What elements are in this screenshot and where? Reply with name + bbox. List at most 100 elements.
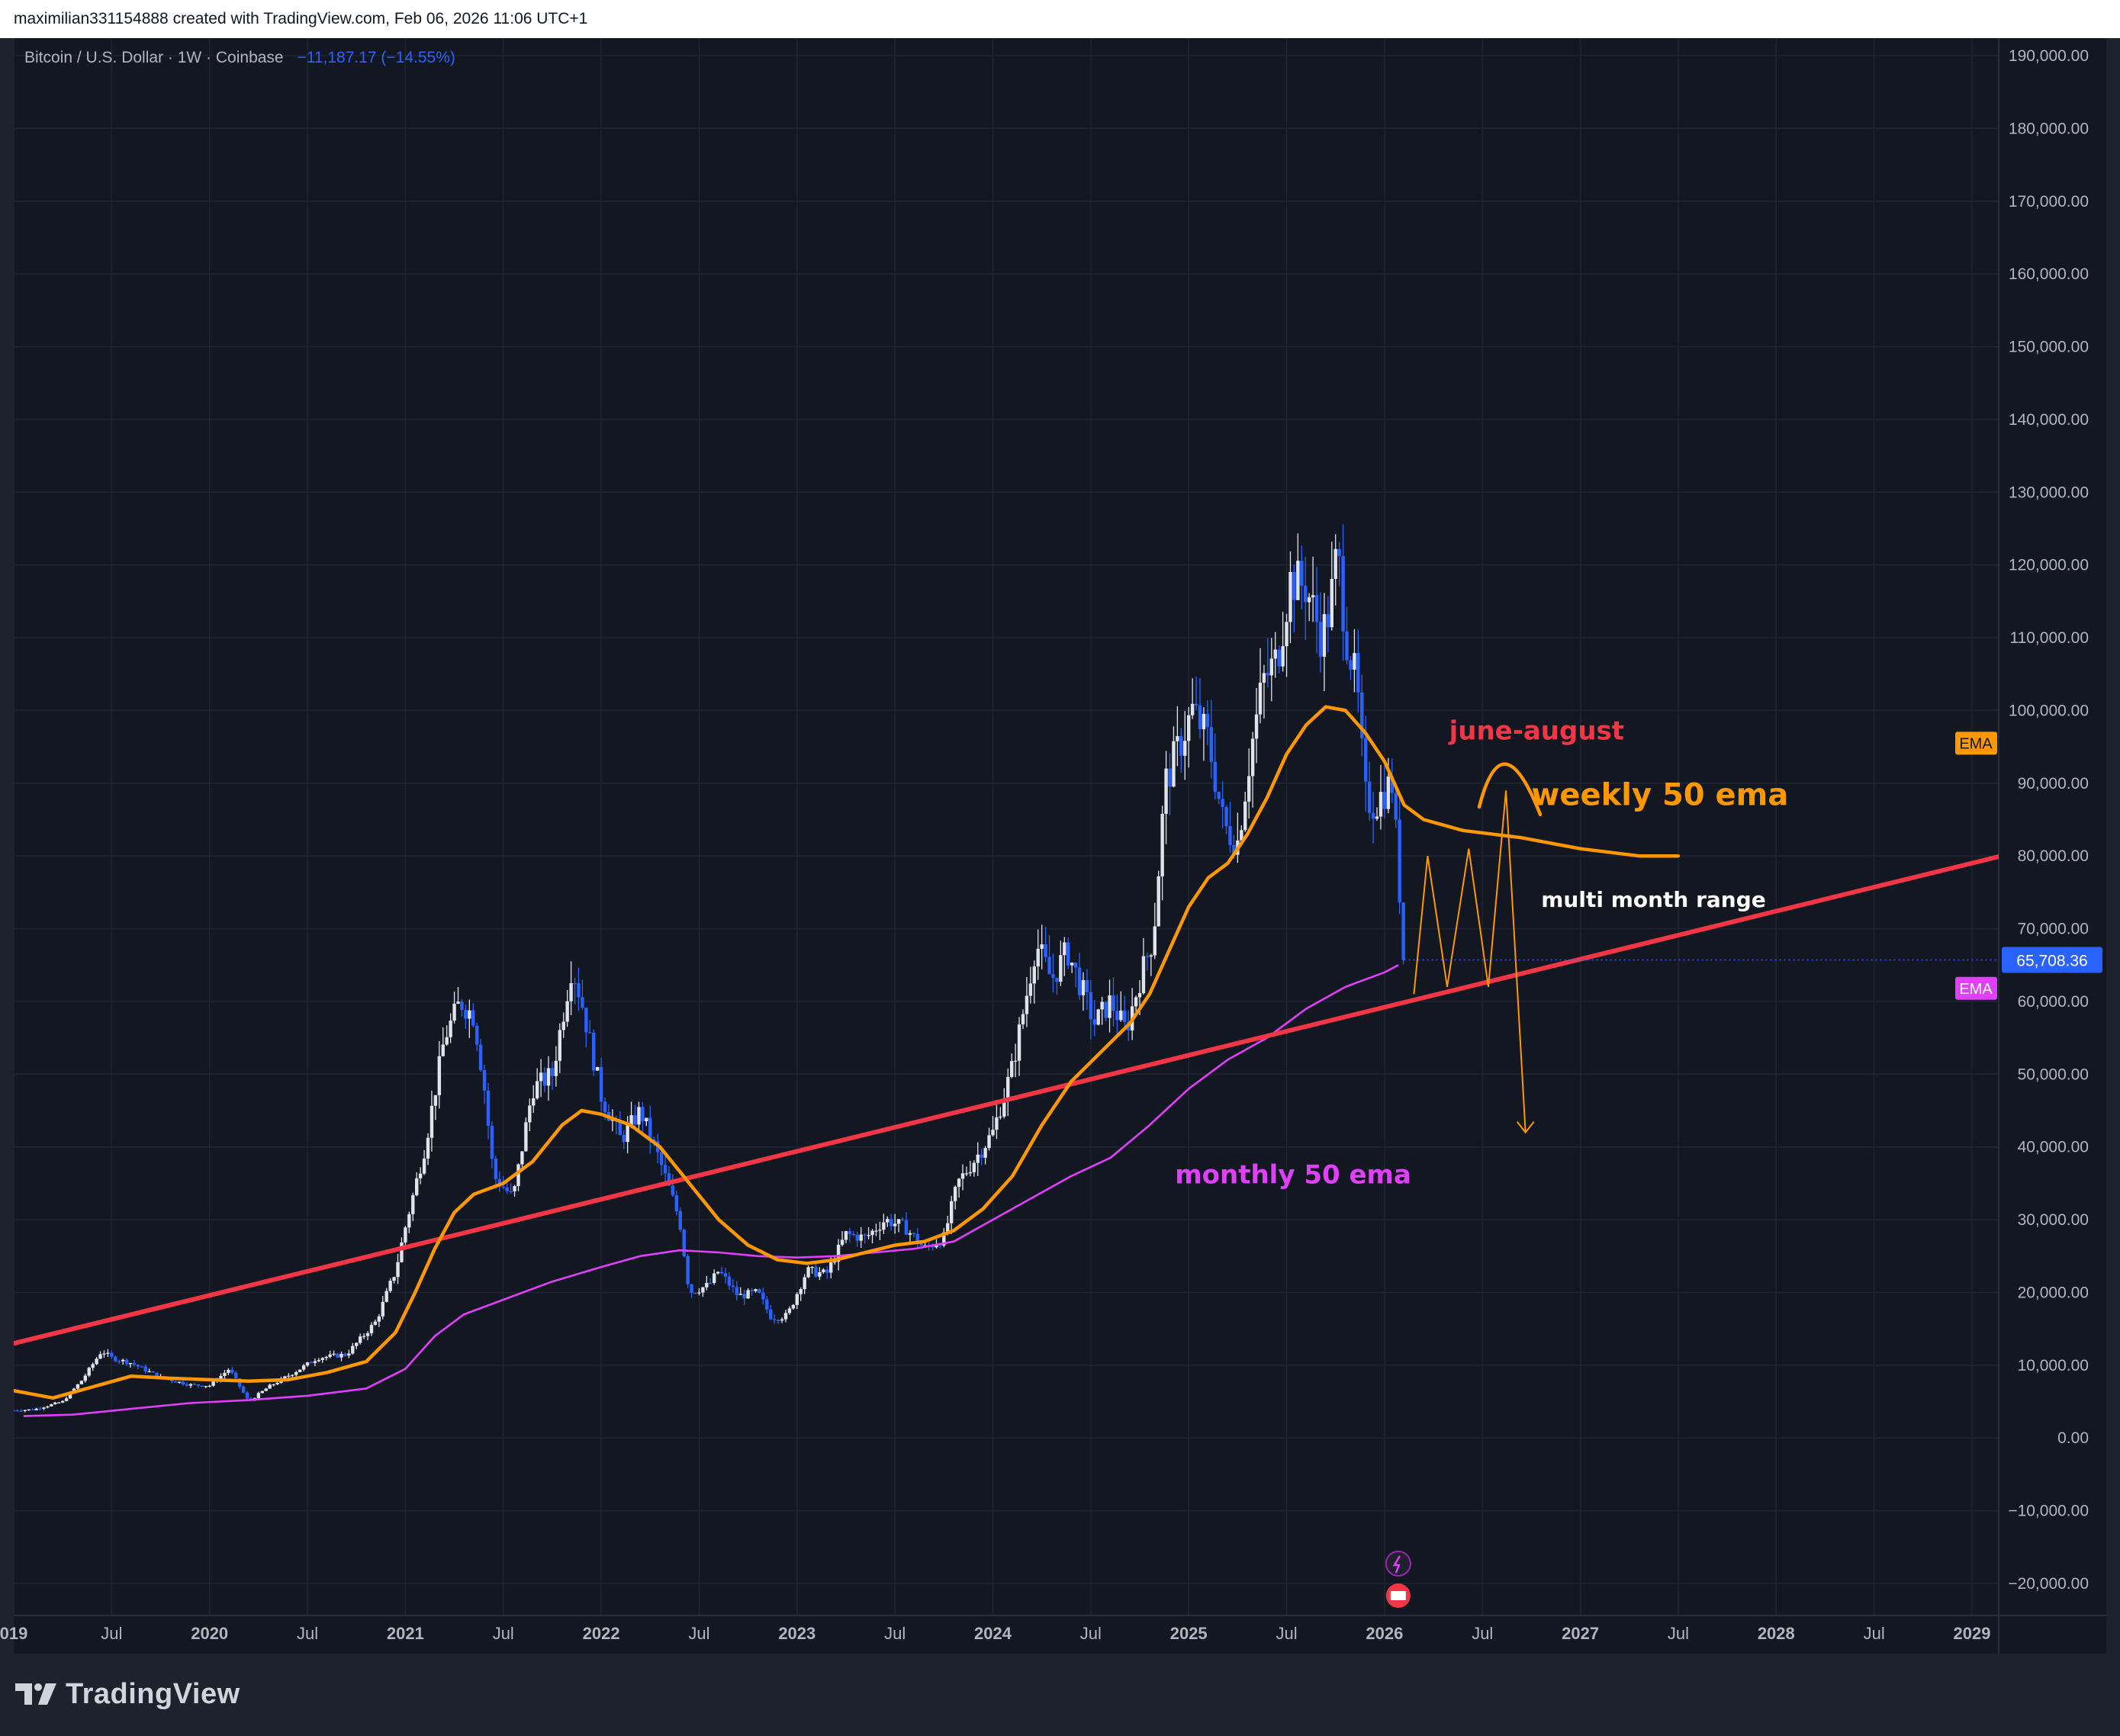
candle-body	[1073, 963, 1078, 968]
candle-body	[1349, 660, 1353, 670]
candle-body	[362, 1336, 366, 1337]
candle-body	[426, 1137, 430, 1159]
candle-body	[14, 1410, 16, 1412]
candle-body	[272, 1384, 275, 1386]
candle-body	[1002, 1099, 1006, 1117]
candle-body	[1040, 944, 1044, 949]
tradingview-logo[interactable]: TradingView	[15, 1675, 240, 1713]
candle-body	[731, 1285, 735, 1288]
candle-body	[1217, 792, 1221, 799]
candle-body	[558, 1030, 561, 1061]
candle-body	[1160, 813, 1164, 876]
candle-body	[1115, 1011, 1119, 1021]
candle-body	[1232, 844, 1236, 855]
attribution-bar: maximilian331154888 created with Trading…	[0, 0, 2120, 38]
candle-body	[1367, 781, 1372, 813]
candle-body	[497, 1178, 502, 1187]
candle-body	[291, 1374, 294, 1376]
candle-body	[783, 1313, 788, 1320]
symbol-title: Bitcoin / U.S. Dollar · 1W · Coinbase	[24, 49, 284, 66]
y-tick-label: 110,000.00	[2009, 629, 2089, 647]
candle-body	[874, 1230, 878, 1232]
candle-body	[1017, 1024, 1021, 1061]
candle-body	[1266, 673, 1270, 676]
news-flash-icon[interactable]	[1385, 1551, 1411, 1577]
candle-body	[825, 1269, 829, 1273]
lightning-icon	[1392, 1555, 1401, 1574]
candle-body	[91, 1364, 95, 1368]
candle-body	[178, 1381, 182, 1383]
candle-body	[1081, 979, 1086, 995]
candle-body	[174, 1381, 178, 1383]
candle-body	[953, 1186, 957, 1201]
x-tick-label: Jul	[1472, 1624, 1493, 1643]
candle-body	[524, 1122, 528, 1152]
candle-body	[904, 1220, 909, 1235]
candle-body	[1066, 942, 1070, 966]
candle-body	[400, 1242, 404, 1262]
candle-body	[648, 1117, 652, 1140]
candle-body	[581, 997, 584, 1008]
candle-body	[1258, 683, 1263, 715]
candle-body	[678, 1210, 682, 1230]
candle-body	[972, 1162, 976, 1172]
candle-body	[42, 1407, 46, 1409]
candle-body	[1254, 714, 1259, 739]
candle-body	[128, 1363, 133, 1365]
y-tick-label: 70,000.00	[2018, 921, 2089, 938]
candle-body	[50, 1404, 53, 1406]
candle-body	[968, 1172, 973, 1174]
candle-body	[478, 1044, 483, 1070]
candle-body	[324, 1356, 328, 1358]
candle-body	[1059, 955, 1063, 982]
candle-body	[761, 1292, 765, 1300]
candle-body	[1326, 614, 1330, 628]
candle-body	[1228, 826, 1232, 845]
candle-body	[418, 1173, 423, 1178]
annotation-label: june-august	[1448, 716, 1624, 747]
candle-body	[294, 1371, 298, 1375]
candle-body	[1028, 983, 1033, 996]
y-tick-label: 0.00	[2057, 1429, 2089, 1447]
candle-body	[1021, 1014, 1025, 1025]
candle-body	[1164, 768, 1168, 814]
candle-body	[452, 1003, 456, 1021]
candle-body	[1322, 614, 1327, 657]
x-tick-label: 2023	[778, 1624, 816, 1643]
candle-body	[1205, 713, 1210, 728]
candle-body	[870, 1230, 874, 1236]
tradingview-icon	[15, 1683, 56, 1705]
chart-area[interactable]	[14, 38, 2106, 1654]
candle-body	[851, 1233, 856, 1236]
candle-body	[1153, 926, 1157, 956]
candle-body	[554, 1060, 558, 1076]
monthly-ema-line	[23, 964, 1399, 1417]
candle-body	[629, 1115, 633, 1125]
candle-body	[227, 1369, 230, 1373]
candle-body	[693, 1293, 697, 1294]
candle-body	[87, 1368, 91, 1376]
candle-body	[987, 1135, 991, 1149]
candle-body	[301, 1365, 306, 1370]
candle-body	[1092, 1019, 1096, 1025]
candle-body	[422, 1158, 426, 1174]
candle-body	[433, 1095, 438, 1106]
x-tick-label: 2025	[1170, 1624, 1208, 1643]
candle-body	[836, 1244, 841, 1262]
candle-body	[365, 1333, 370, 1336]
x-tick-label: 2027	[1562, 1624, 1599, 1643]
candle-body	[626, 1124, 629, 1143]
candle-body	[305, 1362, 310, 1366]
candle-body	[697, 1292, 701, 1294]
candle-body	[188, 1384, 193, 1386]
candle-body	[1330, 578, 1333, 628]
candle-body	[181, 1381, 185, 1385]
candle-body	[505, 1187, 509, 1191]
candle-body	[76, 1384, 80, 1389]
candle-body	[822, 1269, 825, 1272]
candle-body	[381, 1301, 384, 1316]
candle-body	[79, 1381, 84, 1384]
candle-body	[532, 1098, 536, 1106]
candle-body	[546, 1068, 551, 1086]
